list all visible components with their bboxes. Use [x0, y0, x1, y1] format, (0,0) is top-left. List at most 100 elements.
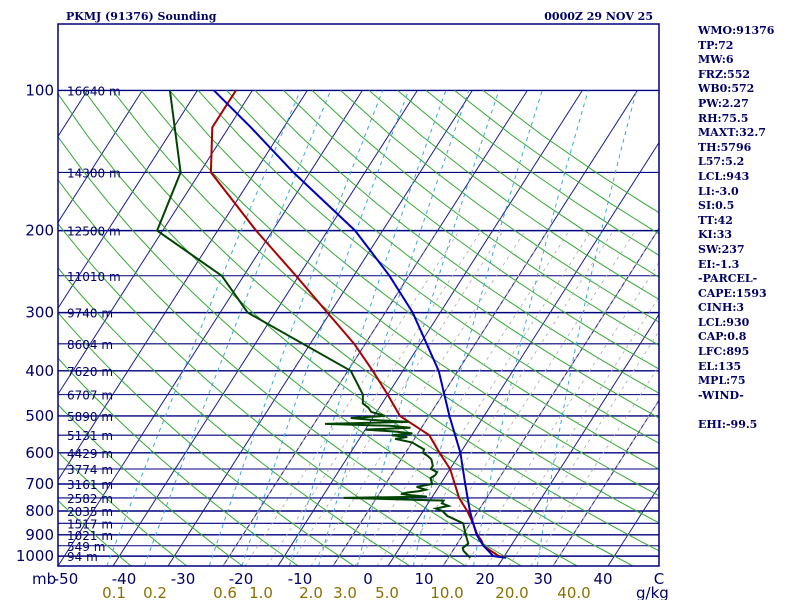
- index-item: TT:42: [698, 213, 733, 227]
- mixing-ratio-tick-label: 3.0: [333, 584, 357, 600]
- mixing-ratio-tick-label: 40.0: [557, 584, 590, 600]
- parcel-trace: [213, 89, 507, 559]
- index-item: SI:0.5: [698, 199, 735, 213]
- index-item: PW:2.27: [698, 96, 749, 110]
- mixing-ratio-line: [106, 90, 301, 566]
- pressure-unit-label: mb: [32, 570, 56, 588]
- plot-frame: [57, 23, 660, 567]
- mixing-ratio-line: [473, 90, 589, 566]
- height-label: 2035 m: [67, 505, 113, 519]
- height-label: 5890 m: [67, 410, 113, 424]
- index-item: CAPE:1593: [698, 286, 767, 300]
- mixing-ratio-tick-label: 2.0: [299, 584, 323, 600]
- height-label: 6707 m: [67, 389, 113, 403]
- mixing-ratio-line: [241, 90, 410, 566]
- height-label: 5131 m: [67, 429, 113, 443]
- temperature-tick-label: 0: [363, 570, 373, 588]
- mixing-ratio-tick-label: 0.2: [143, 584, 167, 600]
- index-item: MPL:75: [698, 374, 746, 388]
- index-item: EI:-1.3: [698, 257, 740, 271]
- index-item: MW:6: [698, 53, 734, 67]
- index-item: TP:72: [698, 38, 734, 52]
- pressure-tick-label: 800: [25, 502, 54, 520]
- dewpoint-trace: [155, 90, 471, 559]
- mixing-ratio-line: [288, 90, 447, 566]
- temperature-tick-label: -10: [288, 570, 313, 588]
- pressure-tick-label: 200: [25, 222, 54, 240]
- index-item: SW:237: [698, 242, 745, 256]
- index-item: EHI:-99.5: [698, 418, 758, 432]
- dry-adiabat-line: [58, 451, 188, 566]
- dry-adiabat-line: [368, 90, 659, 300]
- index-item: LFC:895: [698, 345, 750, 359]
- temperature-tick-label: 20: [475, 570, 494, 588]
- height-label: 9740 m: [67, 307, 113, 321]
- index-item: WMO:91376: [698, 24, 775, 37]
- index-item: LI:-3.0: [698, 184, 739, 198]
- temperature-tick-label: 30: [533, 570, 552, 588]
- pressure-tick-label: 100: [25, 81, 54, 99]
- sounding-time: 0000Z 29 NOV 25: [544, 10, 653, 23]
- mixing-ratio-line: [143, 90, 332, 566]
- height-label: 3161 m: [67, 478, 113, 492]
- temperature-tick-label: 10: [414, 570, 433, 588]
- height-label: 2582 m: [67, 492, 113, 506]
- index-item: L57:5.2: [698, 155, 745, 169]
- pressure-tick-label: 400: [25, 362, 54, 380]
- mixing-ratio-line: [536, 90, 637, 566]
- mixing-ratio-line: [318, 90, 470, 566]
- dry-adiabat-line: [83, 90, 659, 552]
- index-item: MAXT:32.7: [698, 126, 766, 140]
- pressure-tick-label: 1000: [16, 547, 54, 565]
- mixing-ratio-tick-label: 20.0: [495, 584, 528, 600]
- isotherm-line: [497, 313, 659, 566]
- isotherm-line: [552, 399, 659, 566]
- isotherm-line: [0, 90, 32, 566]
- pressure-tick-label: 700: [25, 475, 54, 493]
- mixing-ratio-line: [356, 90, 500, 566]
- height-label: 12500 m: [67, 225, 121, 239]
- temperature-tick-label: -50: [54, 570, 79, 588]
- isotherm-line: [58, 90, 198, 310]
- temperature-tick-label: 40: [593, 570, 612, 588]
- mixing-ratio-tick-label: 0.6: [213, 584, 237, 600]
- dry-adiabat-line: [58, 136, 578, 566]
- index-item: RH:75.5: [698, 111, 749, 125]
- isotherm-line: [58, 90, 308, 481]
- height-label: 4429 m: [67, 447, 113, 461]
- mixing-ratio-tick-label: 0.1: [102, 584, 126, 600]
- mixing-ratio-line: [412, 90, 543, 566]
- temperature-tick-label: -30: [171, 570, 196, 588]
- index-item: -PARCEL-: [698, 272, 758, 286]
- dry-adiabat-line: [226, 90, 659, 419]
- dry-adiabat-line: [311, 90, 659, 346]
- index-item: WB0:572: [698, 82, 755, 96]
- index-item: [698, 403, 798, 418]
- height-label: 14300 m: [67, 166, 121, 180]
- height-label: 16640 m: [67, 84, 121, 98]
- plot-background: [58, 24, 659, 566]
- dry-adiabat-line: [112, 90, 659, 524]
- sounding-indices: WMO:91376 TP:72 MW:6 FRZ:552 WB0:572 PW:2.27 R…: [698, 24, 798, 433]
- height-label: 549 m: [67, 540, 105, 554]
- dry-adiabat-line: [169, 90, 659, 470]
- index-item: EL:135: [698, 359, 742, 373]
- height-label: 1517 m: [67, 517, 113, 531]
- index-item: KI:33: [698, 228, 733, 242]
- pressure-tick-label: 600: [25, 444, 54, 462]
- height-label: 11010 m: [67, 270, 121, 284]
- height-label: 8604 m: [67, 338, 113, 352]
- dry-adiabat-line: [340, 90, 659, 323]
- index-item: -WIND-: [698, 388, 744, 402]
- isotherm-line: [58, 90, 143, 224]
- isotherm-line: [58, 90, 253, 396]
- index-item: CAP:0.8: [698, 330, 747, 344]
- height-label: 1021 m: [67, 529, 113, 543]
- dry-adiabat-line: [140, 90, 659, 497]
- index-item: TH:5796: [698, 140, 752, 154]
- temperature-tick-label: -40: [112, 570, 137, 588]
- dry-adiabat-line: [283, 90, 659, 370]
- mixing-ratio-tick-label: 10.0: [430, 584, 463, 600]
- station-title: PKMJ (91376) Sounding: [66, 10, 217, 23]
